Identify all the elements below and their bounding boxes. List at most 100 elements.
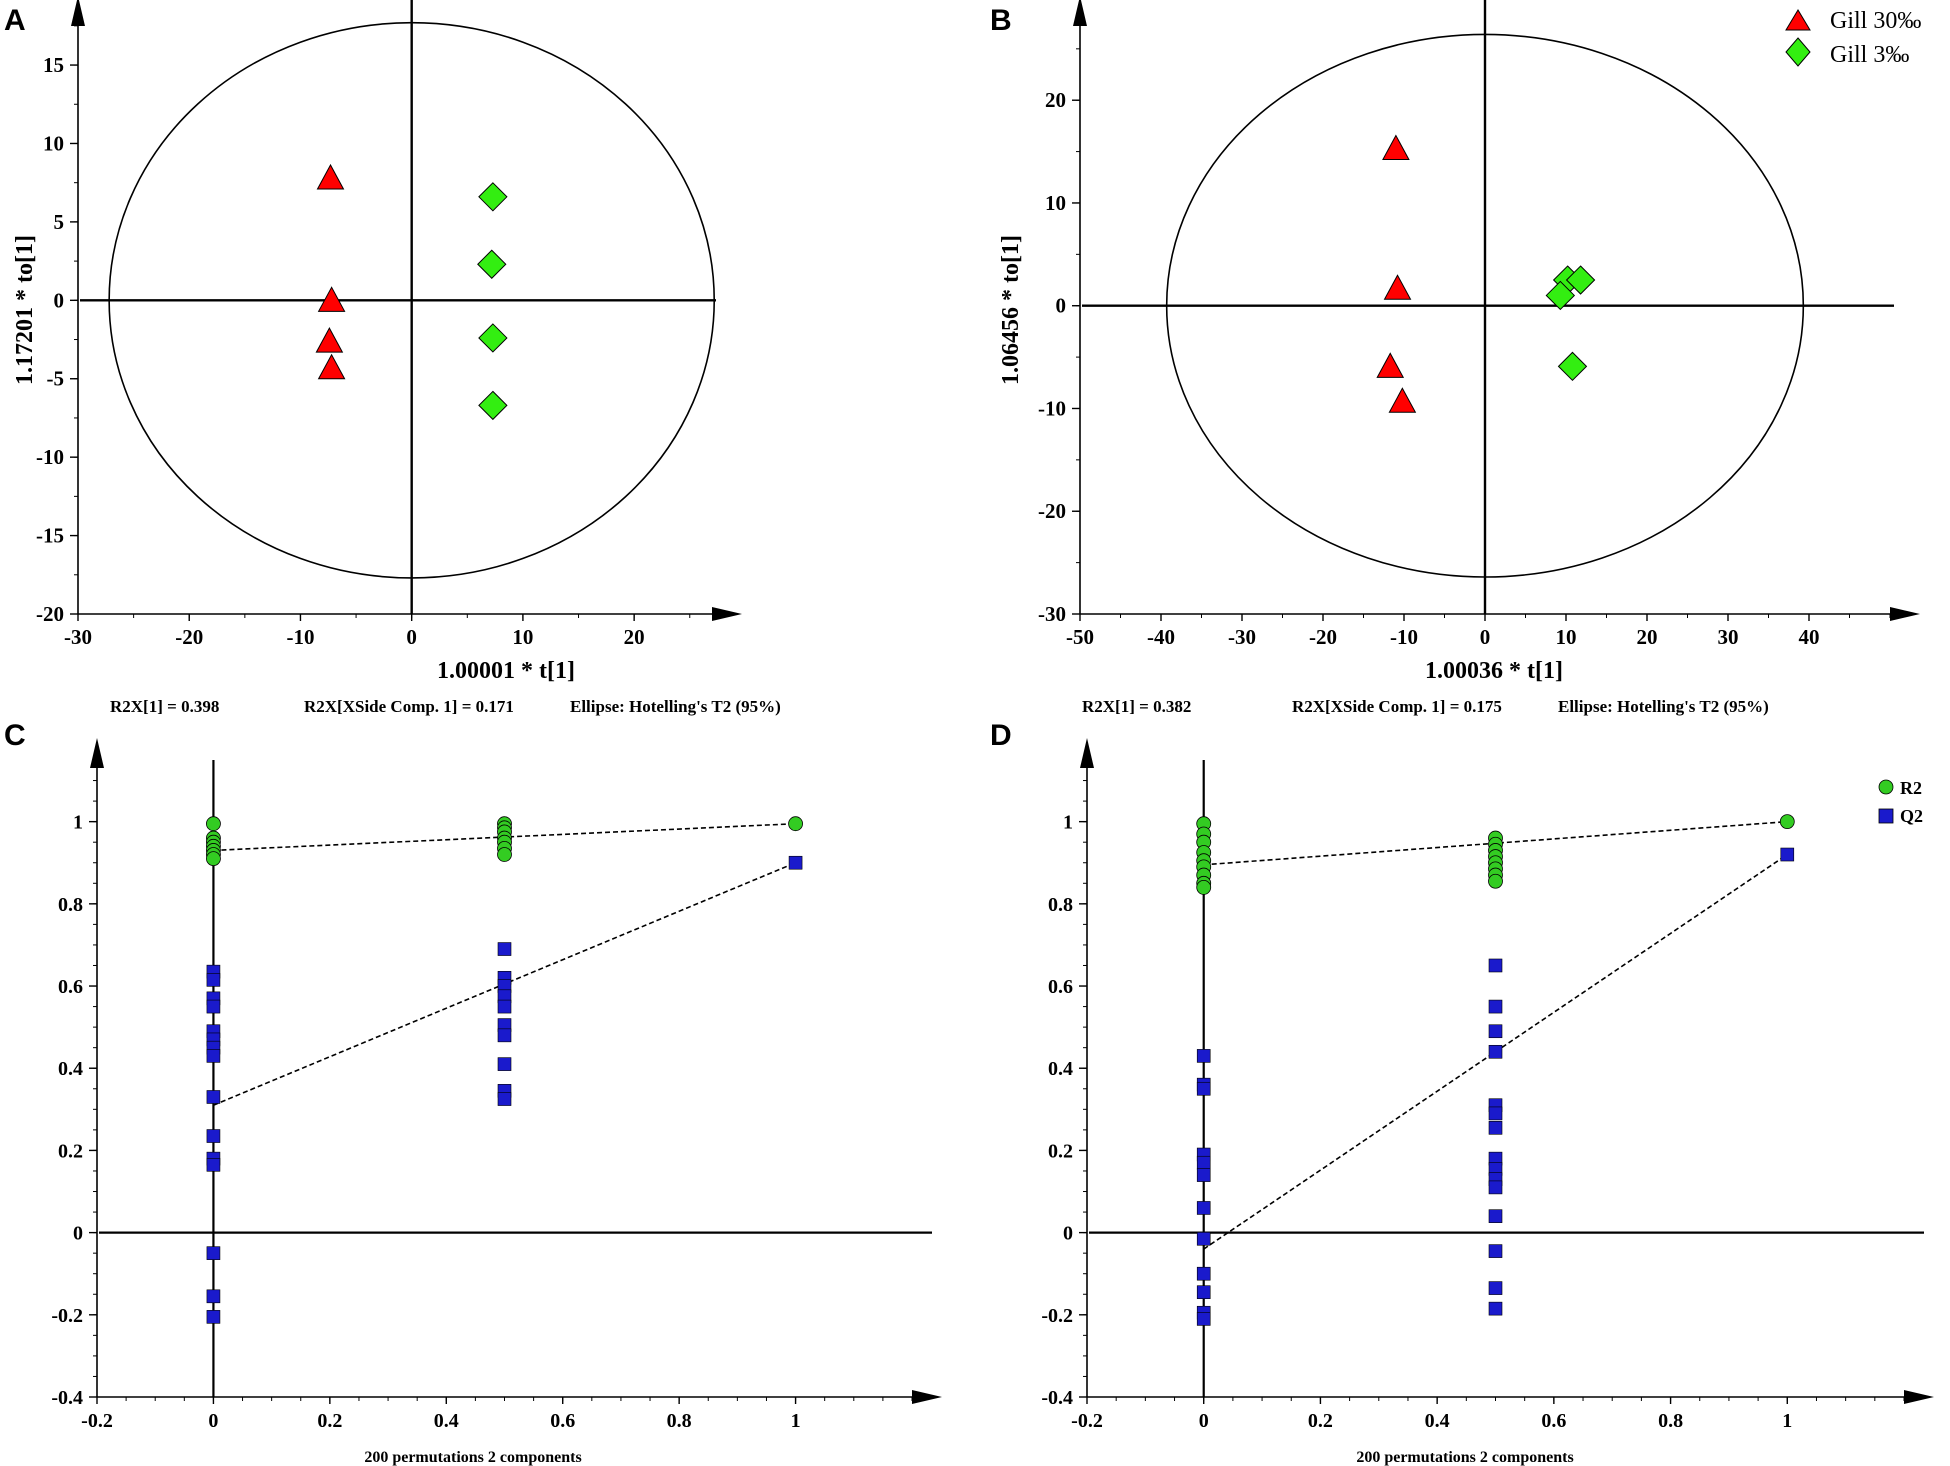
- y-tick-label: -20: [1038, 499, 1066, 523]
- y-tick-label: 0.8: [58, 894, 83, 916]
- y-tick-label: -0.2: [1041, 1305, 1073, 1327]
- x-tick-label: -50: [1066, 625, 1094, 649]
- y-tick-label: 5: [54, 210, 65, 234]
- point-gill30-triangle: [1383, 274, 1412, 300]
- x-axis-arrow-icon: [1890, 607, 1920, 621]
- point-q2: [1196, 1049, 1211, 1063]
- y-tick-label: 0.2: [1048, 1140, 1073, 1162]
- y-tick-label: 0: [1063, 1223, 1073, 1245]
- point-q2: [206, 1246, 221, 1260]
- x-tick-label: 1: [1782, 1410, 1792, 1432]
- point-gill3-diamond: [478, 182, 508, 212]
- point-q2: [497, 1028, 512, 1043]
- point-gill3-diamond: [1545, 280, 1576, 311]
- point-q2: [206, 973, 221, 987]
- x-tick-label: 0.4: [1425, 1410, 1450, 1432]
- point-q2: [206, 999, 221, 1014]
- x-tick-label: 0: [1199, 1410, 1209, 1432]
- x-tick-label: 40: [1799, 625, 1820, 649]
- footer-ellipse-b: Ellipse: Hotelling's T2 (95%): [1558, 697, 1769, 716]
- x-tick-label: 10: [512, 625, 533, 649]
- point-q2: [497, 999, 512, 1014]
- footer-r2x-side-b: R2X[XSide Comp. 1] = 0.175: [1292, 697, 1502, 716]
- point-q2: [1196, 1266, 1211, 1281]
- point-q2: [1196, 1285, 1211, 1300]
- x-tick-label: 20: [1637, 625, 1658, 649]
- point-gill30-triangle: [317, 353, 346, 380]
- legend-square-icon: [1878, 808, 1894, 824]
- panel-label-d: D: [990, 719, 1012, 752]
- x-tick-label: 30: [1718, 625, 1739, 649]
- y-tick-label: -10: [36, 445, 64, 469]
- y-tick-label: -15: [36, 524, 64, 548]
- x-axis-title-a: 1.00001 * t[1]: [437, 658, 575, 684]
- x-tick-label: -30: [1228, 625, 1256, 649]
- point-q2: [206, 1049, 221, 1063]
- legend-gill30: Gill 30‰: [1830, 8, 1921, 34]
- y-tick-label: 0.4: [1048, 1058, 1073, 1080]
- y-tick-label: 0: [73, 1223, 83, 1245]
- footer-r2x-b: R2X[1] = 0.382: [1082, 697, 1191, 716]
- panel-c: -0.2 0 0.2 0.4 0.6 0.8 1-0.4-0.200.20.40.60.81: [51, 738, 942, 1432]
- legend-cd: R2 Q2: [1878, 778, 1923, 826]
- footer-ellipse-a: Ellipse: Hotelling's T2 (95%): [570, 697, 781, 716]
- panel-label-a: A: [4, 4, 26, 37]
- point-q2: [1488, 999, 1503, 1014]
- point-gill30-triangle: [1388, 387, 1417, 413]
- y-tick-label: -30: [1038, 602, 1066, 626]
- point-q2: [1488, 1044, 1503, 1059]
- point-q2: [497, 1092, 512, 1106]
- x-tick-label: 0: [406, 625, 417, 649]
- legend-gill3: Gill 3‰: [1830, 42, 1909, 68]
- x-tick-label: 20: [624, 625, 645, 649]
- y-tick-label: 10: [1045, 191, 1066, 215]
- x-tick-label: -10: [1390, 625, 1418, 649]
- point-gill3-diamond: [477, 249, 507, 279]
- y-tick-label: 0.6: [1048, 976, 1073, 998]
- point-q2: [206, 1090, 221, 1104]
- x-tick-label: 0.8: [667, 1410, 692, 1432]
- point-q2: [1488, 1244, 1503, 1258]
- y-tick-label: 0.6: [58, 976, 83, 998]
- x-axis-arrow-icon: [912, 1390, 942, 1404]
- point-q2: [206, 1158, 221, 1172]
- point-r2: [1488, 873, 1503, 889]
- point-q2: [1196, 1231, 1211, 1246]
- legend-circle-icon: [1878, 779, 1894, 795]
- point-gill30-triangle: [1376, 352, 1405, 378]
- point-r2: [206, 851, 221, 867]
- point-q2: [1488, 1024, 1503, 1039]
- footer-r2x-a: R2X[1] = 0.398: [110, 697, 219, 716]
- y-axis-title-b: 1.06456 * to[1]: [998, 235, 1024, 385]
- x-tick-label: -30: [64, 625, 92, 649]
- point-q2: [206, 1289, 221, 1304]
- y-tick-label: 15: [43, 53, 64, 77]
- legend-q2: Q2: [1900, 806, 1923, 826]
- legend-diamond-icon: [1785, 37, 1811, 67]
- y-tick-label: -5: [47, 367, 65, 391]
- y-tick-label: -0.4: [1041, 1387, 1073, 1409]
- point-q2: [1488, 1301, 1503, 1316]
- y-axis-arrow-icon: [71, 0, 85, 26]
- y-tick-label: 10: [43, 131, 64, 155]
- x-tick-label: 0.2: [1308, 1410, 1333, 1432]
- legend-r2: R2: [1900, 778, 1922, 798]
- point-q2: [1196, 1081, 1211, 1096]
- point-q2: [1196, 1155, 1211, 1170]
- point-q2: [1488, 1180, 1503, 1195]
- point-gill30-triangle: [1382, 134, 1410, 161]
- y-tick-label: 0.4: [58, 1058, 83, 1080]
- x-axis-title-b: 1.00036 * t[1]: [1425, 658, 1563, 684]
- point-gill3-diamond: [478, 390, 508, 421]
- legend-triangle-icon: [1785, 9, 1811, 31]
- point-q2: [1780, 847, 1795, 862]
- x-tick-label: 0.2: [317, 1410, 342, 1432]
- x-tick-label: 0: [208, 1410, 218, 1432]
- point-q2: [1196, 1201, 1211, 1215]
- y-tick-label: 0.2: [58, 1140, 83, 1162]
- x-axis-title-d: 200 permutations 2 components: [1356, 1449, 1573, 1466]
- y-tick-label: 0: [1056, 294, 1067, 318]
